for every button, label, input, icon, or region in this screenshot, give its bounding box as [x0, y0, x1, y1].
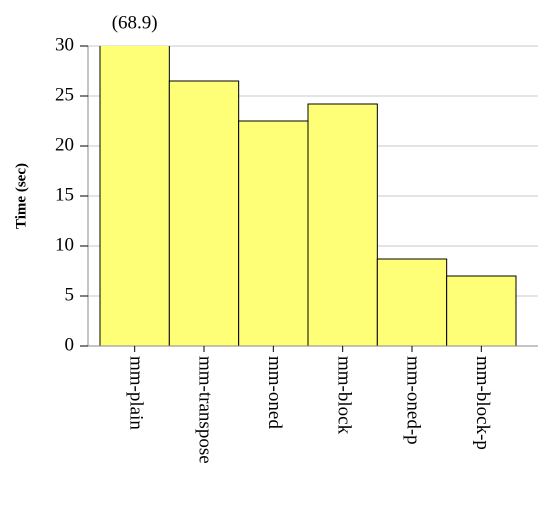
x-tick-label: mm-transpose [195, 356, 216, 464]
bar [307, 103, 378, 346]
x-tick-label: mm-block-p [472, 356, 493, 450]
bar [376, 258, 448, 346]
y-tick-label: 10 [55, 234, 74, 255]
x-tick-label: mm-oned [264, 356, 285, 429]
y-tick-label: 25 [55, 84, 74, 105]
bar [446, 275, 517, 346]
y-tick-label: 5 [65, 284, 75, 305]
x-tick-label: mm-plain [125, 356, 146, 430]
x-tick-label: mm-oned-p [403, 356, 424, 445]
y-tick-label: 0 [65, 334, 75, 355]
x-tick-label: mm-block [333, 356, 354, 435]
y-tick-label: 15 [55, 184, 74, 205]
y-axis-label: Time (sec) [13, 163, 29, 229]
bar [99, 46, 170, 346]
y-tick-label: 30 [55, 34, 74, 55]
bar [238, 120, 309, 346]
bar [168, 80, 240, 346]
y-tick-label: 20 [55, 134, 74, 155]
value-label: (68.9) [112, 12, 158, 33]
